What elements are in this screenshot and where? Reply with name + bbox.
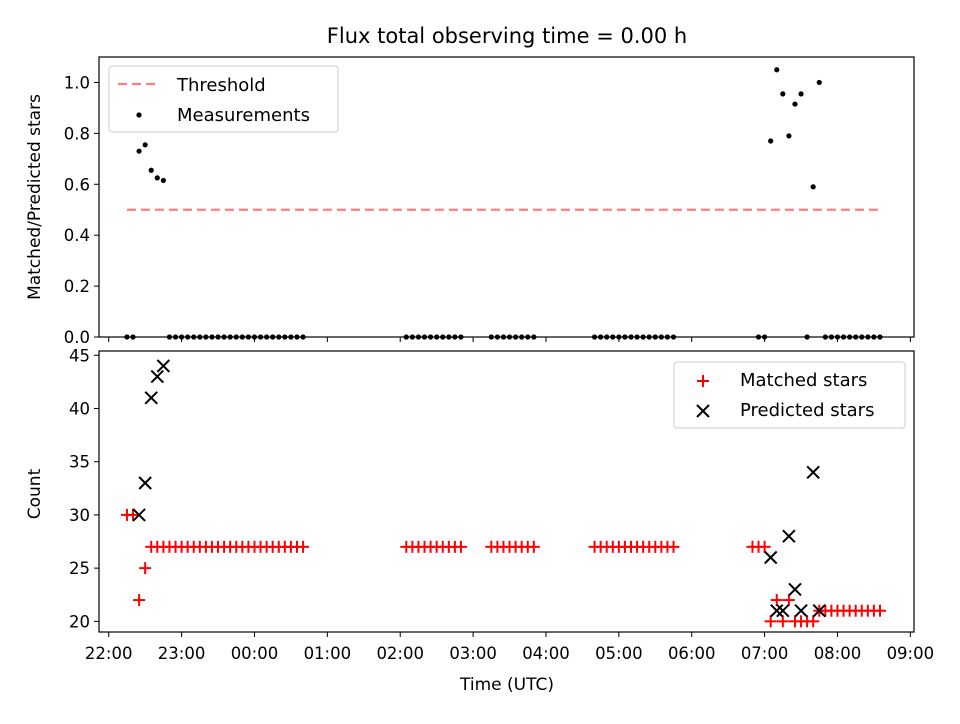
bottom-ytick-label: 20	[69, 612, 90, 631]
top-ytick-label: 1.0	[64, 73, 90, 92]
legend-predicted-label: Predicted stars	[740, 400, 874, 421]
xtick-label: 09:00	[887, 644, 935, 663]
matched-stars-point	[297, 540, 310, 553]
matched-stars-point	[667, 540, 680, 553]
top-legend: Threshold Measurements	[108, 65, 339, 133]
predicted-stars-point	[763, 550, 778, 565]
legend-measurements-swatch	[136, 112, 142, 118]
predicted-stars-point	[150, 369, 165, 384]
legend-matched-label: Matched stars	[740, 370, 867, 391]
predicted-stars-point	[788, 582, 802, 597]
matched-stars-point	[776, 615, 789, 628]
top-ytick-label: 0.6	[64, 175, 90, 194]
top-axes-frame	[98, 56, 915, 338]
xtick-label: 01:00	[304, 644, 352, 663]
legend-measurements-label: Measurements	[177, 105, 310, 126]
predicted-stars-point	[132, 508, 146, 522]
x-axis-label: Time (UTC)	[459, 675, 554, 695]
matched-stars-point	[139, 562, 152, 575]
xtick-label: 05:00	[595, 644, 643, 663]
matched-stars-point	[758, 540, 771, 553]
bottom-ytick-label: 25	[69, 559, 90, 578]
measurements-point	[774, 67, 780, 73]
xtick-label: 02:00	[376, 644, 424, 663]
legend-matched-swatch	[697, 375, 709, 387]
xtick-label: 00:00	[231, 644, 279, 663]
predicted-stars-point	[782, 529, 796, 543]
predicted-stars-point	[770, 604, 784, 618]
matched-stars-point	[770, 594, 783, 607]
legend-threshold-label: Threshold	[176, 75, 266, 96]
bottom-ytick-label: 35	[69, 453, 90, 472]
xtick-label: 03:00	[449, 644, 497, 663]
measurements-point	[780, 91, 786, 97]
predicted-stars-point	[806, 465, 820, 480]
predicted-stars-point	[138, 476, 152, 490]
predicted-stars-point	[776, 604, 790, 618]
legend-predicted-swatch	[696, 404, 710, 418]
matched-stars-point	[807, 615, 820, 628]
measurements-point	[798, 91, 804, 97]
measurements-point	[792, 101, 798, 107]
matched-stars-point	[127, 508, 140, 521]
xtick-label: 06:00	[668, 644, 716, 663]
top-legend-frame	[108, 65, 339, 133]
predicted-stars-point	[156, 359, 171, 373]
predicted-stars-point	[812, 604, 826, 618]
xtick-label: 23:00	[158, 644, 206, 663]
measurements-point	[142, 142, 148, 148]
bottom-legend-frame	[673, 361, 906, 429]
top-panel: 0.0 0.2 0.4 0.6 0.8 1.0 Matched/Predicted sta…	[25, 56, 915, 347]
matched-stars-point	[133, 594, 146, 607]
figure-title: Flux total observing time = 0.00 h	[327, 24, 687, 48]
predicted-stars-point	[794, 604, 808, 618]
top-ytick-label: 0.4	[64, 226, 90, 245]
measurements-point	[786, 133, 792, 139]
measurements-point	[154, 175, 160, 181]
measurements-point	[160, 177, 166, 184]
xtick-label: 04:00	[522, 644, 570, 663]
top-ylabel: Matched/Predicted stars	[25, 94, 45, 300]
bottom-ylabel: Count	[25, 468, 45, 519]
bottom-legend: Matched stars Predicted stars	[673, 361, 906, 429]
predicted-stars-point	[144, 391, 158, 405]
matched-stars-point	[454, 540, 467, 553]
bottom-ytick-label: 30	[69, 506, 90, 525]
measurements-point	[810, 184, 816, 190]
bottom-ytick-label: 40	[69, 399, 90, 418]
matched-stars-point	[764, 615, 777, 628]
top-ytick-label: 0.8	[64, 124, 90, 143]
measurements-point	[816, 79, 822, 86]
measurements-point	[768, 138, 774, 144]
top-ytick-label: 0.0	[64, 328, 90, 347]
matched-stars-point	[527, 540, 540, 553]
bottom-panel: 20 25 30 35 40 45 22:00 23:00 00:00 01:00 02:00 03…	[25, 346, 934, 695]
xtick-label: 07:00	[741, 644, 789, 663]
xtick-label: 22:00	[85, 644, 133, 663]
top-ytick-label: 0.2	[64, 277, 90, 296]
matched-stars-point	[873, 604, 886, 617]
xtick-label: 08:00	[814, 644, 862, 663]
measurements-point	[136, 148, 142, 154]
bottom-ytick-label: 45	[69, 346, 90, 365]
bottom-axes-frame	[98, 350, 915, 633]
matched-stars-point	[782, 594, 795, 607]
measurements-point	[148, 167, 154, 173]
